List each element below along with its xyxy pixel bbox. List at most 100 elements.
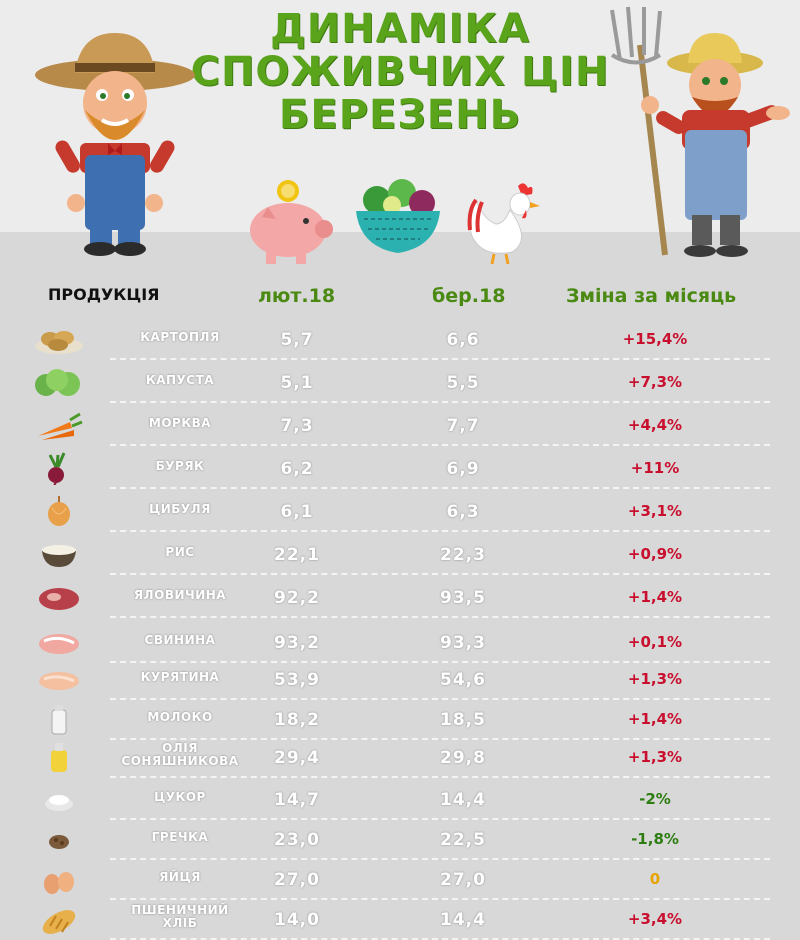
row-divider (110, 444, 770, 446)
table-row: ОЛІЯ СОНЯШНИКОВА 29,4 29,8 +1,3% (0, 738, 800, 778)
price-feb: 7,3 (280, 416, 314, 436)
farmer-right-illustration (610, 6, 790, 257)
table-row: ЦИБУЛЯ 6,1 6,3 +3,1% (0, 492, 800, 532)
cabbage-icon (35, 369, 80, 396)
row-divider (110, 818, 770, 820)
price-feb: 5,7 (280, 330, 314, 350)
header-mar: бер.18 (432, 285, 506, 307)
product-name: ПШЕНИЧНИЙ ХЛІБ (131, 903, 229, 930)
table-row: МОРКВА 7,3 7,7 +4,4% (0, 406, 800, 446)
row-divider (110, 487, 770, 489)
title-line-1: ДИНАМІКА (270, 6, 530, 52)
price-mar: 6,9 (446, 459, 480, 479)
price-feb: 6,1 (280, 502, 314, 522)
oil-icon (51, 743, 67, 772)
table-row: ПШЕНИЧНИЙ ХЛІБ 14,0 14,4 +3,4% (0, 900, 800, 940)
price-change: +15,4% (622, 330, 688, 348)
product-name: РИС (165, 545, 195, 559)
chicken-meat-icon (39, 672, 79, 690)
price-feb: 23,0 (274, 830, 320, 850)
price-feb: 93,2 (274, 633, 320, 653)
price-change: +1,4% (627, 588, 683, 606)
product-name: СВИНИНА (144, 633, 216, 647)
price-feb: 14,7 (274, 790, 320, 810)
product-name: МОЛОКО (147, 710, 213, 724)
header-feb: лют.18 (258, 285, 336, 307)
page-title: ДИНАМІКА СПОЖИВЧИХ ЦІН БЕРЕЗЕНЬ (180, 8, 620, 137)
row-divider (110, 573, 770, 575)
price-change: +3,1% (627, 502, 683, 520)
price-feb: 18,2 (274, 710, 320, 730)
row-divider (110, 661, 770, 663)
row-divider (110, 738, 770, 740)
product-name: ОЛІЯ СОНЯШНИКОВА (121, 741, 239, 768)
table-row: КАПУСТА 5,1 5,5 +7,3% (0, 363, 800, 403)
row-divider (110, 616, 770, 618)
price-mar: 22,3 (440, 545, 486, 565)
price-mar: 22,5 (440, 830, 486, 850)
table-row: СВИНИНА 93,2 93,3 +0,1% (0, 623, 800, 663)
price-change: +0,1% (627, 633, 683, 651)
price-feb: 27,0 (274, 870, 320, 890)
price-feb: 6,2 (280, 459, 314, 479)
buckwheat-icon (49, 835, 69, 849)
price-change: 0 (649, 870, 661, 888)
title-line-2: СПОЖИВЧИХ ЦІН (190, 49, 610, 95)
table-row: ГРЕЧКА 23,0 22,5 -1,8% (0, 820, 800, 860)
price-mar: 6,6 (446, 330, 480, 350)
table-row: МОЛОКО 18,2 18,5 +1,4% (0, 700, 800, 740)
price-change: +7,3% (627, 373, 683, 391)
price-feb: 22,1 (274, 545, 320, 565)
beef-icon (39, 588, 79, 610)
farmer-left-illustration (35, 33, 195, 256)
product-name: ЦУКОР (154, 790, 206, 804)
price-change: +4,4% (627, 416, 683, 434)
table-row: ЯЛОВИЧИНА 92,2 93,5 +1,4% (0, 578, 800, 618)
row-divider (110, 401, 770, 403)
price-change: +11% (630, 459, 680, 477)
product-name: ЦИБУЛЯ (149, 502, 211, 516)
product-name: ЯЛОВИЧИНА (133, 588, 227, 602)
price-mar: 18,5 (440, 710, 486, 730)
row-divider (110, 898, 770, 900)
price-feb: 29,4 (274, 748, 320, 768)
row-divider (110, 698, 770, 700)
price-mar: 14,4 (440, 790, 486, 810)
title-line-3: БЕРЕЗЕНЬ (278, 92, 522, 138)
price-feb: 14,0 (274, 910, 320, 930)
beet-icon (48, 452, 66, 485)
table-row: ЦУКОР 14,7 14,4 -2% (0, 780, 800, 820)
table-row: ЯЙЦЯ 27,0 27,0 0 (0, 860, 800, 900)
price-change: +0,9% (627, 545, 683, 563)
table-row: КУРЯТИНА 53,9 54,6 +1,3% (0, 660, 800, 700)
price-mar: 54,6 (440, 670, 486, 690)
carrot-icon (38, 412, 83, 440)
piggy-bank-icon (250, 180, 333, 264)
table-row: БУРЯК 6,2 6,9 +11% (0, 449, 800, 489)
onion-icon (48, 496, 70, 526)
price-change: +1,3% (627, 670, 683, 688)
product-name: ЯЙЦЯ (159, 870, 201, 884)
eggs-icon (44, 872, 74, 894)
price-feb: 53,9 (274, 670, 320, 690)
table-row: КАРТОПЛЯ 5,7 6,6 +15,4% (0, 320, 800, 360)
milk-icon (51, 705, 67, 735)
price-feb: 92,2 (274, 588, 320, 608)
price-change: -1,8% (631, 830, 679, 848)
price-mar: 6,3 (446, 502, 480, 522)
rice-icon (42, 545, 76, 567)
price-feb: 5,1 (280, 373, 314, 393)
price-change: +3,4% (627, 910, 683, 928)
header-product: ПРОДУКЦІЯ (48, 285, 160, 304)
product-name: КАПУСТА (145, 373, 215, 387)
product-name: КУРЯТИНА (140, 670, 220, 684)
rooster-icon (467, 183, 540, 265)
salad-bowl-icon (356, 179, 440, 253)
price-mar: 5,5 (446, 373, 480, 393)
price-change: +1,3% (627, 748, 683, 766)
price-mar: 93,5 (440, 588, 486, 608)
price-mar: 27,0 (440, 870, 486, 890)
product-name: ГРЕЧКА (151, 830, 209, 844)
row-divider (110, 776, 770, 778)
price-mar: 14,4 (440, 910, 486, 930)
